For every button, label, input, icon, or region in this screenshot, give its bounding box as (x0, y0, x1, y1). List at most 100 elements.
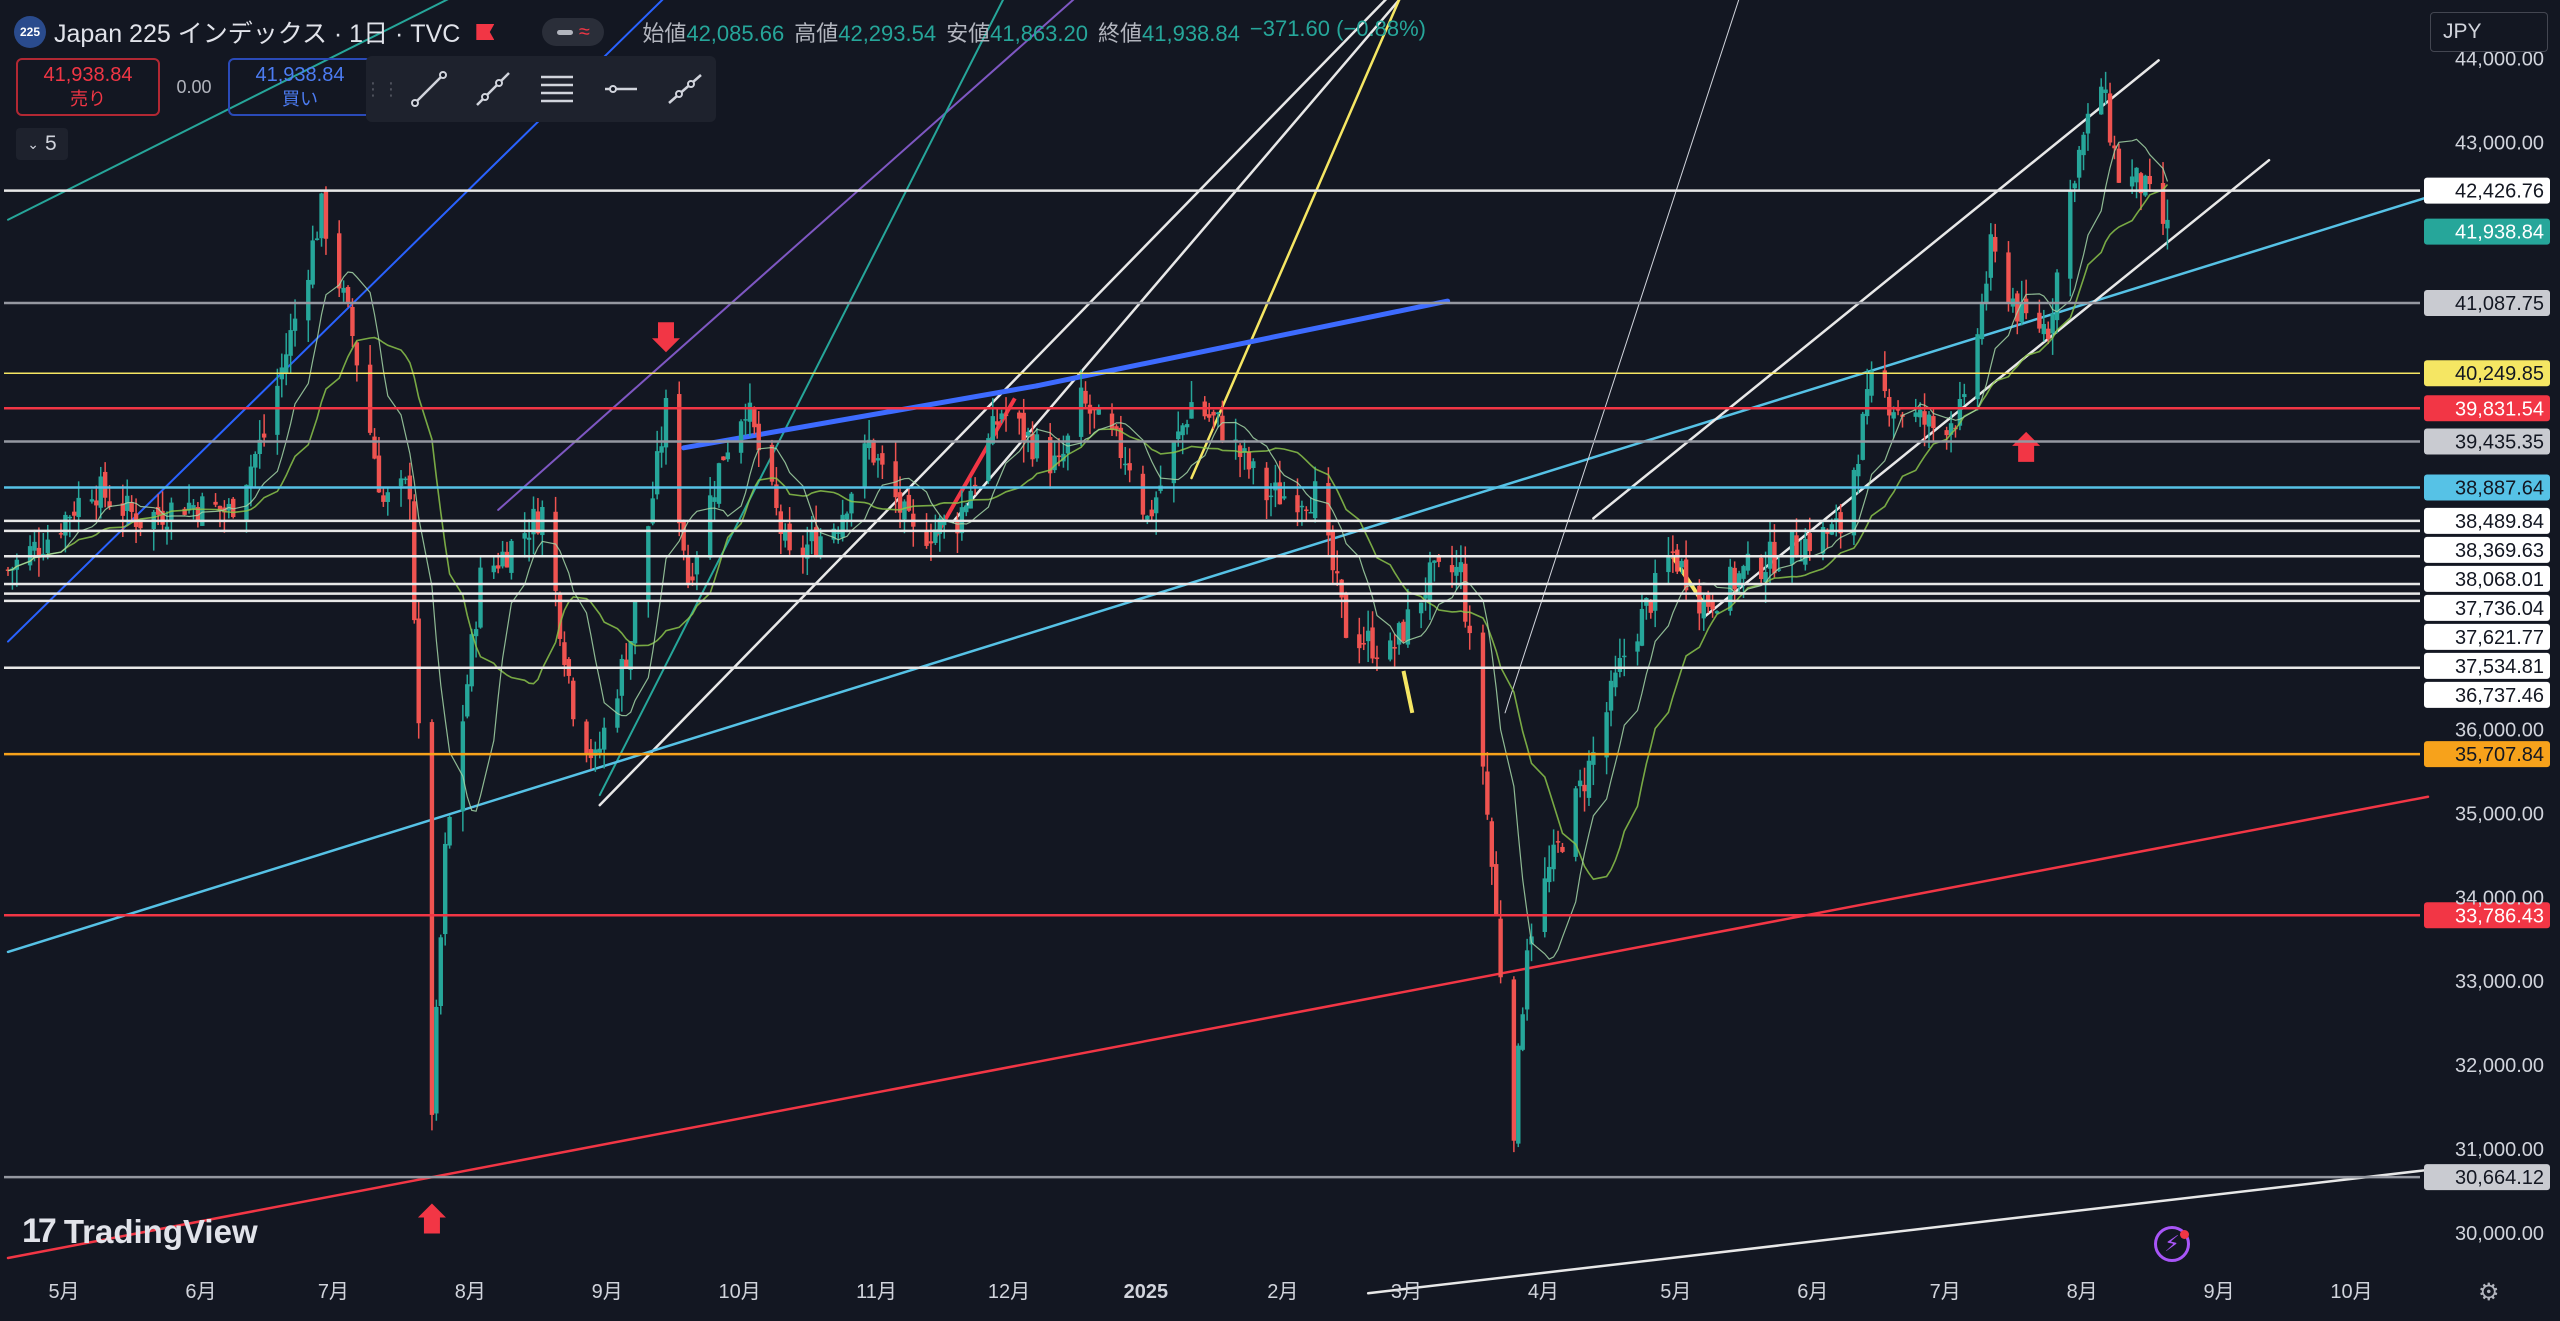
candle-body (129, 502, 134, 512)
flag-icon[interactable] (476, 24, 495, 40)
candle-body (1745, 553, 1751, 571)
candle-body (306, 279, 311, 321)
x-tick-label: 10月 (2330, 1281, 2372, 1303)
candle-body (871, 440, 876, 463)
indicators-collapse-button[interactable]: ⌄ 5 (16, 128, 68, 160)
settings-gear-icon[interactable]: ⚙ (2478, 1279, 2500, 1306)
candle-body (694, 556, 700, 575)
candle-body (557, 594, 563, 639)
symbol-badge[interactable]: 225 (14, 16, 46, 48)
candle-body (1405, 609, 1411, 645)
candle-body (1639, 608, 1645, 646)
candle-body (535, 511, 541, 534)
candle-body (1944, 430, 1949, 436)
candle-body (1683, 559, 1689, 591)
candle-body (818, 536, 823, 556)
candle-body (1635, 641, 1640, 652)
candle-body (186, 502, 192, 511)
candle-body (248, 466, 254, 487)
candle-body (571, 680, 576, 720)
candle-body (1622, 655, 1627, 658)
candle-body (862, 443, 867, 488)
trend-line-tool-icon[interactable] (406, 66, 452, 112)
candle-body (2129, 176, 2135, 187)
candle-body (2072, 183, 2077, 189)
price-level-tag (2424, 395, 2550, 422)
candle-body (1741, 566, 1746, 579)
candle-body (1524, 950, 1530, 1010)
candle-body (1913, 412, 1918, 417)
candle-body (800, 547, 806, 556)
candle-body (972, 484, 978, 487)
symbol-title[interactable]: Japan 225 インデックス · 1日 · TVC (54, 20, 461, 48)
candle-body (1114, 426, 1119, 430)
candle-body (1025, 431, 1031, 436)
open-value: 42,085.66 (686, 21, 785, 46)
price-level-tag (2424, 536, 2550, 563)
candle-body (244, 484, 249, 520)
candle-body (1449, 565, 1455, 573)
candle-body (716, 463, 722, 504)
candle-body (138, 520, 143, 529)
candle-body (416, 618, 421, 724)
notification-dot (2180, 1230, 2189, 1239)
candle-body (1494, 864, 1499, 915)
candle-body (257, 439, 262, 455)
drag-handle-icon[interactable]: ⋮⋮ (364, 78, 400, 99)
candle-body (1401, 621, 1406, 642)
candle-body (840, 514, 845, 538)
price-level-label: 40,249.85 (2455, 363, 2544, 385)
candle-body (650, 498, 655, 524)
candle-body (1520, 1014, 1525, 1050)
sell-button[interactable]: 41,938.84 売り (16, 58, 160, 116)
y-tick-label: 34,000.00 (2455, 887, 2544, 909)
price-level-tag (2424, 428, 2550, 455)
indicator-toggle-button[interactable]: ≈ (542, 18, 605, 46)
candle-body (619, 658, 625, 696)
candle-body (875, 458, 881, 461)
trade-panel: 41,938.84 売り 0.00 41,938.84 買い (16, 58, 372, 116)
horizontal-ray-tool-icon[interactable] (598, 66, 644, 112)
candle-body (1542, 878, 1547, 932)
candle-body (778, 511, 784, 534)
candle-body (1807, 533, 1812, 552)
candle-body (1993, 236, 1998, 252)
x-tick-label: 2025 (1124, 1281, 1169, 1303)
candle-body (2015, 293, 2020, 322)
candle-body (1396, 623, 1402, 645)
candle-body (593, 749, 598, 756)
candle-body (1123, 463, 1128, 466)
candle-body (809, 531, 814, 542)
candle-body (937, 518, 942, 534)
candle-body (1962, 394, 1967, 398)
lightning-icon[interactable]: ⚡ (2154, 1226, 2190, 1262)
ray-tool-icon[interactable] (470, 66, 516, 112)
candle-body (429, 722, 435, 1115)
candle-body (1370, 627, 1375, 659)
candle-body (1357, 634, 1362, 649)
x-tick-label: 6月 (185, 1281, 216, 1303)
candle-body (1083, 390, 1088, 404)
candle-body (1458, 562, 1464, 573)
price-level-tag (2424, 652, 2550, 679)
candle-body (1988, 234, 1994, 278)
candle-body (275, 385, 280, 435)
candle-body (990, 416, 995, 444)
candle-body (231, 498, 236, 518)
candle-body (2054, 272, 2060, 321)
candle-body (999, 413, 1004, 420)
candle-body (1591, 752, 1596, 765)
candle-body (213, 501, 218, 505)
fib-channel-tool-icon[interactable] (534, 66, 580, 112)
candle-body (2112, 145, 2117, 149)
currency-selector[interactable]: JPY (2430, 12, 2548, 52)
price-level-label: 37,736.04 (2455, 598, 2544, 620)
extended-line-tool-icon[interactable] (662, 66, 708, 112)
trend-line (6, 795, 2430, 1260)
buy-button[interactable]: 41,938.84 買い (228, 58, 372, 116)
candle-body (2081, 134, 2086, 156)
candle-body (1882, 370, 1888, 392)
brand-name: TradingView (63, 1212, 258, 1250)
indicator-count: 5 (45, 132, 57, 155)
